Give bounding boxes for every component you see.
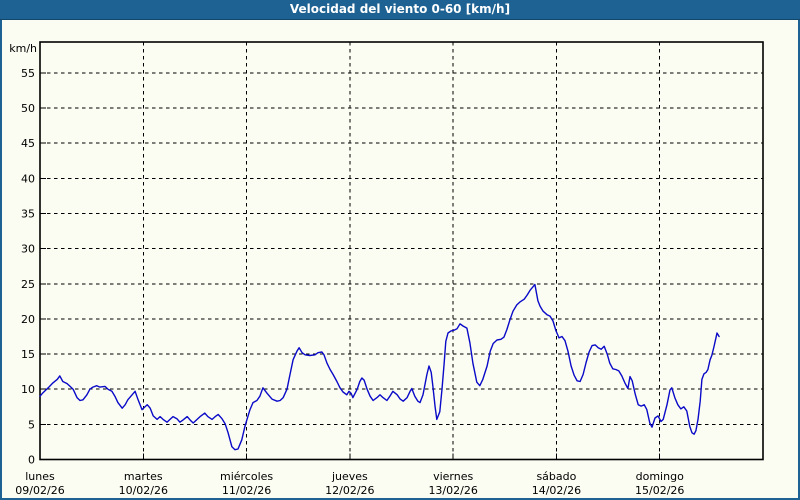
x-axis-day-label: martes [124,470,163,483]
y-axis-tick-label: 0 [28,454,35,467]
x-axis-day-label: domingo [636,470,684,483]
x-axis-date-label: 14/02/26 [532,484,581,497]
y-axis-tick-label: 30 [21,243,35,256]
y-axis-tick-label: 40 [21,172,35,185]
y-axis-unit-label: km/h [9,42,37,55]
chart-title: Velocidad del viento 0-60 [km/h] [289,2,511,16]
title-bar: Velocidad del viento 0-60 [km/h] [0,0,800,20]
y-axis-tick-label: 45 [21,137,35,150]
y-axis-tick-label: 20 [21,313,35,326]
plot-frame [39,41,764,461]
x-axis-date-label: 09/02/26 [15,484,64,497]
x-axis-date-label: 10/02/26 [119,484,168,497]
y-axis-tick-label: 35 [21,207,35,220]
y-axis-tick-label: 50 [21,102,35,115]
y-axis-tick-label: 5 [28,418,35,431]
x-axis-date-label: 13/02/26 [428,484,477,497]
x-axis-day-label: sábado [536,470,576,483]
x-axis-day-label: jueves [331,470,368,483]
y-axis-tick-label: 15 [21,348,35,361]
y-axis-tick-label: 55 [21,67,35,80]
wind-speed-line [39,283,720,451]
x-axis-date-label: 12/02/26 [325,484,374,497]
y-axis-tick-label: 25 [21,278,35,291]
y-axis-tick-label: 10 [21,383,35,396]
x-axis-date-label: 11/02/26 [222,484,271,497]
x-axis-date-label: 15/02/26 [635,484,684,497]
x-axis-day-label: lunes [25,470,55,483]
x-axis-day-label: miércoles [220,470,273,483]
x-axis-day-label: viernes [433,470,473,483]
